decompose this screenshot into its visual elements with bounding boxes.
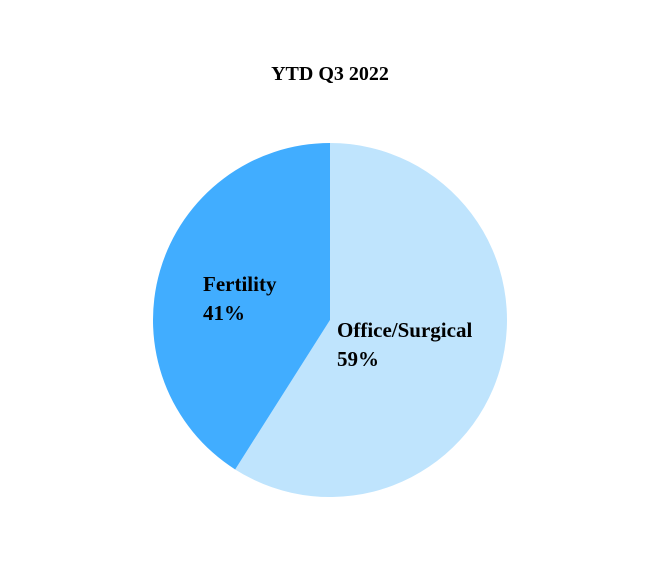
- slice-label-office-surgical: Office/Surgical: [337, 318, 472, 342]
- slice-value-fertility: 41%: [203, 301, 245, 325]
- chart-title: YTD Q3 2022: [271, 63, 389, 85]
- pie-slice-office-surgical: [235, 143, 507, 497]
- pie-slice-fertility: [152, 143, 330, 470]
- slice-value-office-surgical: 59%: [337, 347, 379, 371]
- slice-label-fertility: Fertility: [203, 272, 277, 296]
